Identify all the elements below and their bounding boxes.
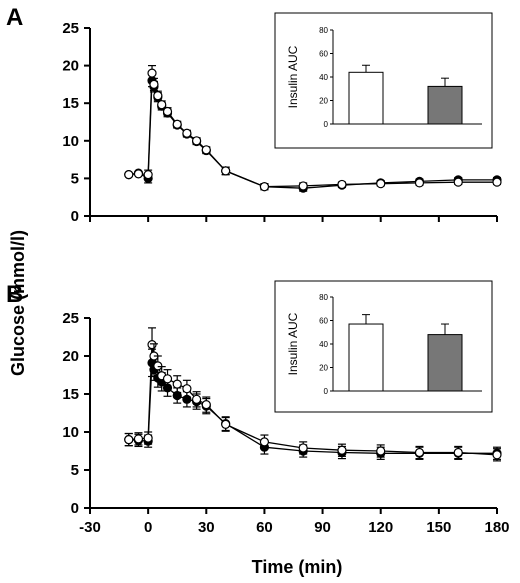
inset-y-title: Insulin AUC: [286, 312, 300, 375]
data-point: [376, 179, 386, 189]
data-point: [153, 361, 163, 371]
data-point: [298, 443, 308, 453]
panel-letter-b: B: [6, 281, 23, 308]
data-point: [147, 340, 157, 350]
y-tick-label: 5: [71, 170, 79, 187]
series-open: [124, 64, 502, 192]
inset-y-tick-label: 80: [319, 293, 328, 302]
data-point: [191, 136, 202, 146]
inset-y-tick-label: 40: [319, 340, 328, 349]
series-open: [124, 327, 502, 462]
y-tick-label: 25: [62, 20, 79, 37]
insulin-inset: 0 20 40 60 80 Insulin AUC: [274, 280, 493, 413]
data-point: [124, 435, 134, 445]
data-point: [453, 177, 463, 187]
x-tick-label: 180: [484, 519, 509, 536]
inset-y-tick-label: 40: [319, 73, 328, 82]
data-point: [133, 434, 144, 444]
inset-bar: [427, 85, 463, 125]
y-tick-label: 10: [62, 424, 79, 441]
data-point: [259, 437, 270, 447]
x-tick-label: 60: [256, 519, 273, 536]
y-tick-label: 5: [71, 462, 79, 479]
inset-y-tick-label: 20: [319, 97, 328, 106]
data-point: [492, 177, 502, 187]
y-tick-label: 15: [62, 386, 79, 403]
x-tick-label: -30: [79, 519, 101, 536]
data-point: [337, 445, 347, 455]
data-point: [492, 450, 502, 460]
data-point: [414, 447, 425, 458]
y-axis-title: Glucose (mmol/l): [8, 230, 28, 376]
inset-y-tick-label: 0: [324, 120, 329, 129]
data-point: [259, 182, 270, 192]
y-tick-label: 0: [71, 500, 79, 517]
data-point: [414, 178, 425, 188]
data-point: [157, 100, 167, 110]
x-tick-label: 30: [198, 519, 215, 536]
data-point: [162, 374, 173, 384]
x-tick-label: 120: [368, 519, 393, 536]
data-point: [162, 106, 173, 117]
inset-bar: [348, 323, 384, 392]
data-point: [337, 179, 347, 190]
y-tick-label: 10: [62, 133, 79, 150]
inset-y-tick-label: 60: [319, 50, 328, 59]
panel-a: 0 5 10 15 20 25 0 20 40 60 80 Insulin AUC: [62, 12, 502, 225]
y-tick-label: 20: [62, 58, 79, 75]
x-tick-label: 150: [426, 519, 451, 536]
inset-y-tick-label: 20: [319, 364, 328, 373]
data-point: [298, 181, 308, 191]
data-point: [149, 79, 159, 90]
inset-y-title: Insulin AUC: [286, 45, 300, 108]
data-point: [153, 91, 163, 101]
x-tick-label: 0: [144, 519, 152, 536]
y-tick-label: 25: [62, 310, 79, 327]
data-point: [191, 394, 202, 404]
data-point: [221, 419, 231, 429]
data-point: [182, 128, 192, 138]
data-point: [376, 446, 386, 456]
data-point: [143, 170, 153, 180]
data-point: [172, 119, 182, 129]
data-point: [147, 68, 157, 78]
x-tick-label: 90: [314, 519, 331, 536]
data-point: [201, 400, 211, 410]
insulin-inset: 0 20 40 60 80 Insulin AUC: [274, 12, 493, 149]
y-tick-label: 0: [71, 208, 79, 225]
data-point: [221, 166, 231, 176]
x-axis-title: Time (min): [252, 557, 343, 577]
data-point: [172, 379, 182, 389]
data-point: [143, 433, 153, 443]
inset-bar: [348, 71, 384, 125]
inset-y-tick-label: 0: [324, 387, 329, 396]
panel-letter-a: A: [6, 4, 23, 31]
inset-y-tick-label: 60: [319, 317, 328, 326]
data-point: [133, 169, 144, 179]
data-point: [182, 384, 192, 394]
y-tick-label: 20: [62, 348, 79, 365]
inset-bar: [427, 334, 463, 392]
y-tick-label: 15: [62, 95, 79, 112]
data-point: [124, 170, 134, 180]
inset-y-tick-label: 80: [319, 26, 328, 35]
data-point: [201, 145, 211, 155]
data-point: [453, 447, 463, 458]
